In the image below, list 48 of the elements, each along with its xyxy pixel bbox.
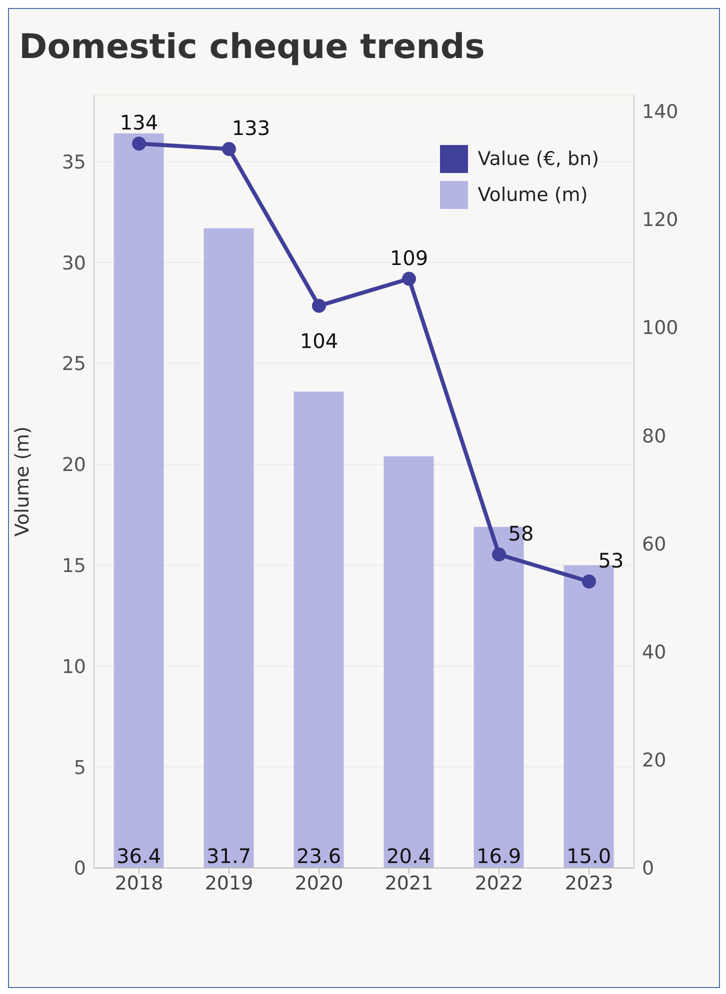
y2-tick-label: 100: [642, 317, 678, 340]
x-tick-label: 2023: [564, 872, 614, 894]
point: [222, 142, 236, 156]
point: [402, 272, 416, 286]
point: [582, 574, 596, 589]
data-label: 36.4: [116, 844, 162, 868]
y-tick-label: 10: [62, 656, 86, 678]
bar: [294, 392, 344, 868]
data-label: 53: [598, 548, 624, 573]
legend-label: Volume (m): [476, 183, 589, 208]
data-label: 109: [390, 246, 428, 270]
y2-tick-label: 60: [642, 533, 666, 556]
bar: [204, 228, 254, 868]
point: [312, 298, 326, 313]
data-label: 134: [120, 110, 158, 135]
y2-tick-label: 120: [642, 209, 678, 232]
y-tick-label: 30: [62, 252, 86, 274]
y-tick-label: 35: [62, 151, 86, 174]
data-label: 23.6: [296, 844, 342, 868]
legend-label: Value (€, bn): [476, 147, 599, 172]
y-tick-label: 20: [62, 454, 86, 476]
data-label: 16.9: [476, 844, 522, 868]
data-label: 31.7: [206, 844, 252, 868]
chart-title: Domestic cheque trends: [18, 26, 486, 69]
y-tick-label: 0: [74, 858, 86, 880]
x-tick-label: 2021: [384, 872, 434, 894]
y2-tick-label: 80: [642, 425, 666, 448]
y2-tick-label: 0: [642, 858, 654, 880]
data-label: 133: [232, 116, 270, 140]
data-label: 58: [508, 521, 534, 546]
x-tick-label: 2020: [294, 872, 344, 894]
y2-tick-label: 20: [642, 750, 666, 772]
point: [492, 547, 506, 562]
y-tick-label: 25: [62, 353, 86, 376]
data-label: 15.0: [566, 844, 612, 868]
x-tick-label: 2019: [204, 872, 254, 894]
bar: [384, 456, 434, 868]
data-label: 104: [300, 328, 338, 353]
bar: [114, 133, 164, 868]
y2-tick-label: 40: [642, 642, 666, 664]
y-tick-label: 15: [62, 555, 86, 578]
x-tick-label: 2018: [114, 872, 164, 894]
y-axis-title: Volume (m): [12, 426, 34, 537]
y2-tick-label: 140: [642, 100, 678, 123]
point: [132, 136, 146, 151]
y-tick-label: 5: [74, 756, 86, 779]
x-tick-label: 2022: [474, 872, 524, 894]
data-label: 20.4: [386, 844, 432, 868]
